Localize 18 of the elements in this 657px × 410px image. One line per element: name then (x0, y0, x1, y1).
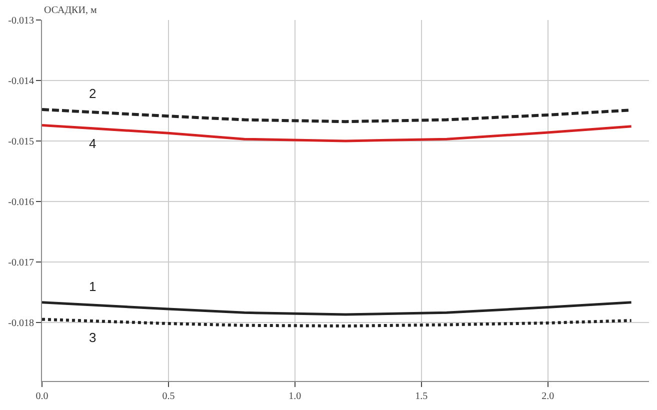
series-label: 1 (89, 279, 96, 294)
series-label: 3 (89, 330, 96, 345)
y-axis-title: ОСАДКИ, м (44, 5, 98, 16)
y-tick-label: -0.018 (8, 318, 34, 329)
y-tick-label: -0.013 (8, 16, 34, 26)
series-label: 2 (89, 86, 96, 101)
y-tick-label: -0.016 (8, 196, 34, 208)
x-tick-label: 0.0 (36, 391, 48, 402)
x-tick-label: 1.0 (288, 391, 302, 402)
x-tick-label: 0.5 (162, 391, 175, 402)
y-tick-label: -0.017 (8, 257, 34, 268)
y-tick-label: -0.015 (8, 136, 34, 148)
line-series (42, 301, 633, 316)
line-series (42, 318, 633, 328)
y-tick-label: -0.014 (8, 76, 34, 87)
x-tick-label: 1.5 (415, 391, 428, 402)
x-tick-label: 2.0 (542, 391, 554, 402)
series-label: 4 (89, 136, 96, 151)
